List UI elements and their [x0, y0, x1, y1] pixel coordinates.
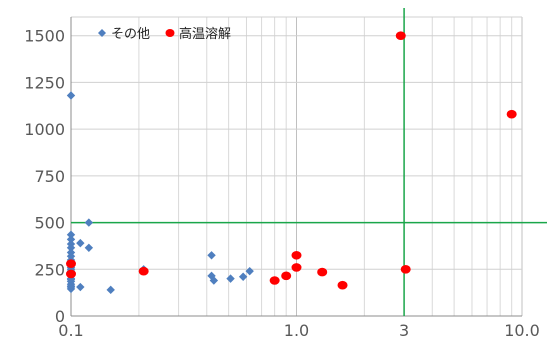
legend-marker-high-temp-melt: [165, 29, 175, 37]
y-tick-label: 1500: [24, 27, 65, 46]
point-other: [238, 272, 248, 281]
y-tick-label: 0: [55, 307, 65, 326]
point-other: [209, 276, 219, 285]
y-tick-label: 750: [34, 167, 65, 186]
point-other: [106, 285, 115, 295]
legend-label: その他: [111, 27, 150, 42]
point-other: [245, 266, 254, 276]
point-high-temp-melt: [400, 264, 411, 274]
point-other: [66, 243, 76, 252]
point-high-temp-melt: [281, 271, 292, 281]
point-high-temp-melt: [395, 31, 406, 40]
y-tick-label: 1250: [24, 73, 65, 92]
point-other: [66, 281, 76, 291]
point-high-temp-melt: [66, 259, 76, 268]
point-other: [66, 230, 76, 239]
legend-marker-other: [98, 29, 106, 37]
tick-labels: 0 250 500 750 1000 1250 1500 0.1 1.0 3 10.0: [24, 27, 540, 340]
point-other: [66, 91, 76, 100]
point-other: [66, 235, 76, 244]
reference-lines: [71, 8, 547, 316]
x-tick-label: 0.1: [58, 321, 83, 340]
point-other: [76, 238, 85, 248]
point-other: [226, 274, 235, 283]
point-other: [76, 282, 85, 292]
x-tick-label: 1.0: [284, 321, 309, 340]
y-tick-label: 1000: [24, 120, 65, 139]
point-other: [207, 251, 216, 260]
data-points: [66, 31, 517, 295]
x-tick-label: 10.0: [504, 321, 540, 340]
point-other: [84, 243, 94, 252]
point-high-temp-melt: [291, 263, 302, 272]
point-high-temp-melt: [269, 276, 280, 285]
legend: その他 高温溶解: [98, 26, 231, 42]
point-high-temp-melt: [66, 269, 76, 279]
y-tick-label: 250: [34, 260, 65, 279]
point-high-temp-melt: [317, 267, 328, 277]
point-high-temp-melt: [291, 250, 302, 260]
y-tick-label: 500: [34, 214, 65, 233]
point-high-temp-melt: [337, 280, 348, 290]
point-other: [84, 218, 94, 227]
x-tick-label: 3: [399, 321, 409, 340]
legend-label: 高温溶解: [179, 26, 231, 42]
point-high-temp-melt: [506, 109, 517, 119]
point-high-temp-melt: [138, 266, 149, 276]
